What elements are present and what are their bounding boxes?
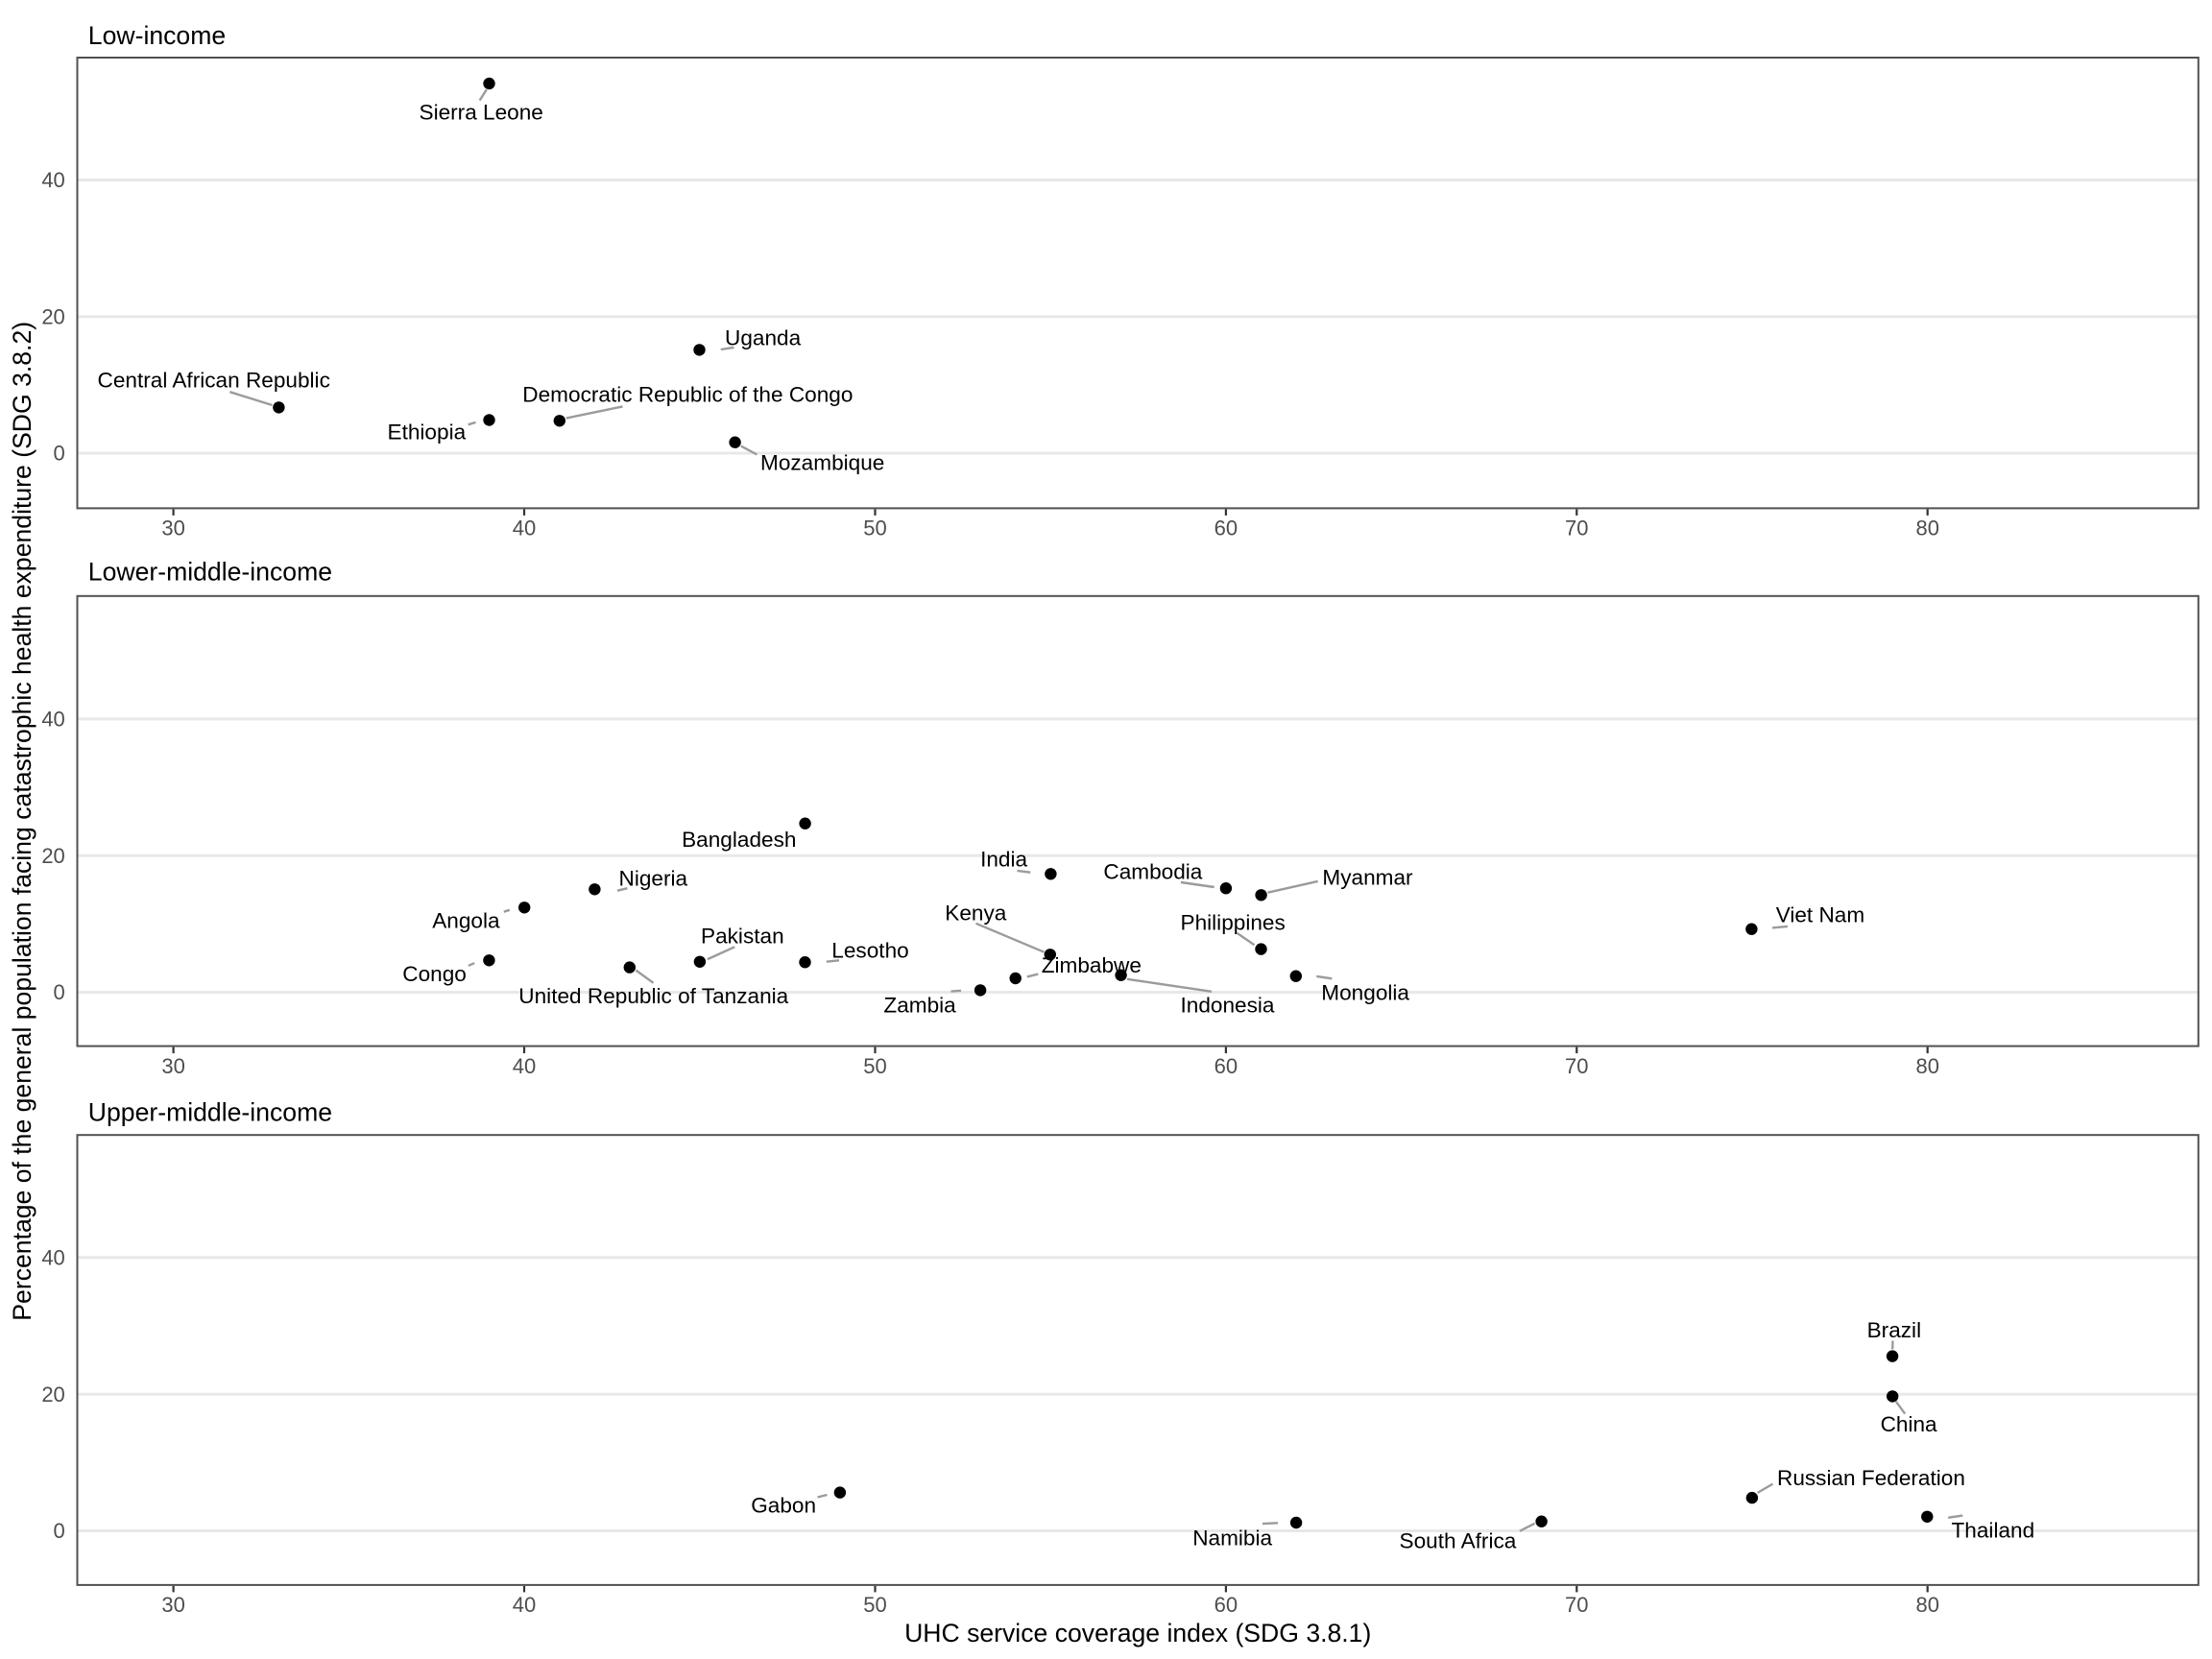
svg-text:40: 40 <box>41 168 64 192</box>
svg-text:Low-income: Low-income <box>88 21 226 50</box>
svg-text:Zambia: Zambia <box>883 994 956 1018</box>
svg-text:Sierra Leone: Sierra Leone <box>420 100 543 124</box>
svg-text:Lower-middle-income: Lower-middle-income <box>88 558 332 587</box>
svg-text:Russian Federation: Russian Federation <box>1777 1466 1965 1490</box>
svg-text:0: 0 <box>54 980 65 1004</box>
svg-text:Viet Nam: Viet Nam <box>1776 902 1865 926</box>
svg-text:Kenya: Kenya <box>945 902 1006 926</box>
svg-text:Congo: Congo <box>402 962 467 986</box>
svg-text:60: 60 <box>1214 516 1238 540</box>
svg-text:70: 70 <box>1565 1593 1588 1617</box>
svg-text:China: China <box>1881 1412 1937 1436</box>
svg-text:80: 80 <box>1915 1054 1938 1078</box>
svg-text:30: 30 <box>161 1054 184 1078</box>
svg-text:40: 40 <box>41 1246 64 1270</box>
svg-text:UHC service coverage index (SD: UHC service coverage index (SDG 3.8.1) <box>904 1619 1371 1647</box>
svg-text:40: 40 <box>513 1593 536 1617</box>
svg-text:70: 70 <box>1565 1054 1588 1078</box>
svg-text:Myanmar: Myanmar <box>1322 866 1413 890</box>
svg-text:50: 50 <box>863 1593 886 1617</box>
svg-text:80: 80 <box>1915 516 1938 540</box>
svg-text:40: 40 <box>513 516 536 540</box>
svg-text:20: 20 <box>41 1382 64 1407</box>
svg-text:Uganda: Uganda <box>725 325 802 349</box>
svg-text:0: 0 <box>54 1519 65 1543</box>
svg-text:80: 80 <box>1915 1593 1938 1617</box>
svg-text:Ethiopia: Ethiopia <box>388 421 467 445</box>
svg-text:Central African Republic: Central African Republic <box>98 369 330 393</box>
svg-text:India: India <box>980 847 1027 871</box>
svg-text:0: 0 <box>54 442 65 466</box>
svg-text:Bangladesh: Bangladesh <box>682 828 796 852</box>
svg-text:50: 50 <box>863 516 886 540</box>
svg-text:70: 70 <box>1565 516 1588 540</box>
svg-text:40: 40 <box>513 1054 536 1078</box>
svg-text:United Republic of Tanzania: United Republic of Tanzania <box>518 984 788 1008</box>
svg-text:Thailand: Thailand <box>1952 1519 2035 1543</box>
svg-text:40: 40 <box>41 708 64 732</box>
svg-text:30: 30 <box>161 1593 184 1617</box>
svg-text:Pakistan: Pakistan <box>701 925 784 949</box>
svg-text:South Africa: South Africa <box>1400 1529 1517 1553</box>
svg-text:Percentage of the general popu: Percentage of the general population fac… <box>8 322 36 1321</box>
svg-text:Lesotho: Lesotho <box>831 938 908 962</box>
svg-text:Zimbabwe: Zimbabwe <box>1042 953 1142 977</box>
svg-text:Nigeria: Nigeria <box>619 867 688 891</box>
svg-text:Cambodia: Cambodia <box>1103 859 1202 883</box>
svg-text:Gabon: Gabon <box>751 1494 816 1518</box>
svg-text:Mozambique: Mozambique <box>760 450 884 474</box>
svg-text:20: 20 <box>41 844 64 868</box>
svg-text:20: 20 <box>41 304 64 328</box>
svg-text:Philippines: Philippines <box>1181 910 1286 934</box>
svg-text:Brazil: Brazil <box>1867 1318 1922 1342</box>
svg-text:30: 30 <box>161 516 184 540</box>
svg-text:60: 60 <box>1214 1593 1238 1617</box>
svg-text:Democratic Republic of the Con: Democratic Republic of the Congo <box>522 382 853 406</box>
svg-text:Indonesia: Indonesia <box>1181 994 1275 1018</box>
svg-text:50: 50 <box>863 1054 886 1078</box>
svg-text:60: 60 <box>1214 1054 1238 1078</box>
svg-text:Namibia: Namibia <box>1192 1527 1272 1551</box>
svg-text:Upper-middle-income: Upper-middle-income <box>88 1097 332 1126</box>
svg-text:Mongolia: Mongolia <box>1321 981 1409 1005</box>
svg-text:Angola: Angola <box>432 909 500 933</box>
